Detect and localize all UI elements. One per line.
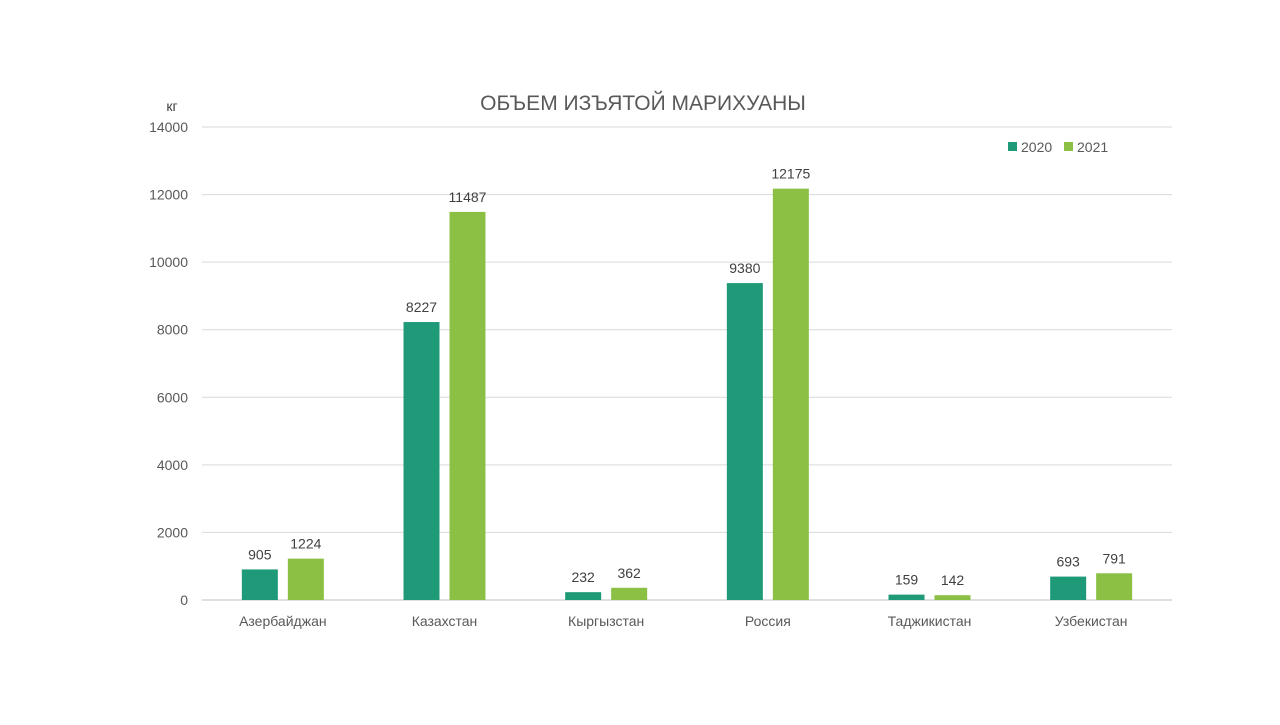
data-label: 159	[895, 572, 919, 588]
y-tick-label: 12000	[149, 187, 188, 203]
y-tick-label: 14000	[149, 119, 188, 135]
data-label: 232	[571, 569, 595, 585]
data-label: 142	[941, 572, 965, 588]
bar-2020	[565, 592, 602, 600]
data-label: 905	[248, 546, 272, 562]
bar-2020	[403, 322, 440, 600]
data-label: 11487	[449, 189, 487, 205]
x-axis-ticks: Азербайджан Казахстан Кыргызстан Россия Тадж…	[239, 613, 1127, 629]
bar-2020	[726, 283, 763, 600]
legend-label: 2020	[1021, 139, 1052, 155]
legend-swatch	[1008, 142, 1017, 151]
data-label: 1224	[290, 536, 321, 552]
y-tick-label: 4000	[157, 457, 188, 473]
x-tick-label: Кыргызстан	[568, 613, 644, 629]
data-label: 791	[1102, 550, 1126, 566]
x-tick-label: Россия	[745, 613, 791, 629]
bar-2021	[772, 188, 809, 600]
y-tick-label: 2000	[157, 524, 188, 540]
bar-2020	[241, 569, 278, 600]
legend-label: 2021	[1077, 139, 1108, 155]
y-axis-unit-label: кг	[166, 98, 177, 114]
y-tick-label: 6000	[157, 389, 188, 405]
bar-2021	[287, 558, 324, 600]
x-tick-label: Азербайджан	[239, 613, 327, 629]
legend-swatch	[1064, 142, 1073, 151]
x-tick-label: Таджикистан	[888, 613, 972, 629]
bars	[241, 188, 1133, 600]
gridlines	[202, 126, 1172, 601]
bar-2020	[888, 594, 925, 600]
y-tick-label: 10000	[149, 254, 188, 270]
data-label: 8227	[406, 299, 437, 315]
bar-2021	[934, 595, 971, 600]
bar-2020	[1050, 576, 1087, 600]
chart-title: ОБЪЕМ ИЗЪЯТОЙ МАРИХУАНЫ	[480, 91, 806, 115]
y-axis-ticks: 0 2000 4000 6000 8000 10000 12000 14000	[149, 119, 188, 608]
data-labels: 905 1224 8227 11487 232 362 9380 12175 159 142 693…	[248, 166, 1126, 589]
x-tick-label: Казахстан	[412, 613, 478, 629]
x-tick-label: Узбекистан	[1055, 613, 1128, 629]
data-label: 362	[617, 565, 641, 581]
data-label: 12175	[771, 166, 810, 182]
legend: 2020 2021	[1008, 139, 1108, 155]
y-tick-label: 8000	[157, 322, 188, 338]
bar-2021	[1096, 573, 1133, 600]
data-label: 693	[1056, 554, 1080, 570]
bar-2021	[449, 211, 486, 600]
y-tick-label: 0	[180, 592, 188, 608]
data-label: 9380	[729, 260, 760, 276]
bar-2021	[611, 587, 648, 600]
